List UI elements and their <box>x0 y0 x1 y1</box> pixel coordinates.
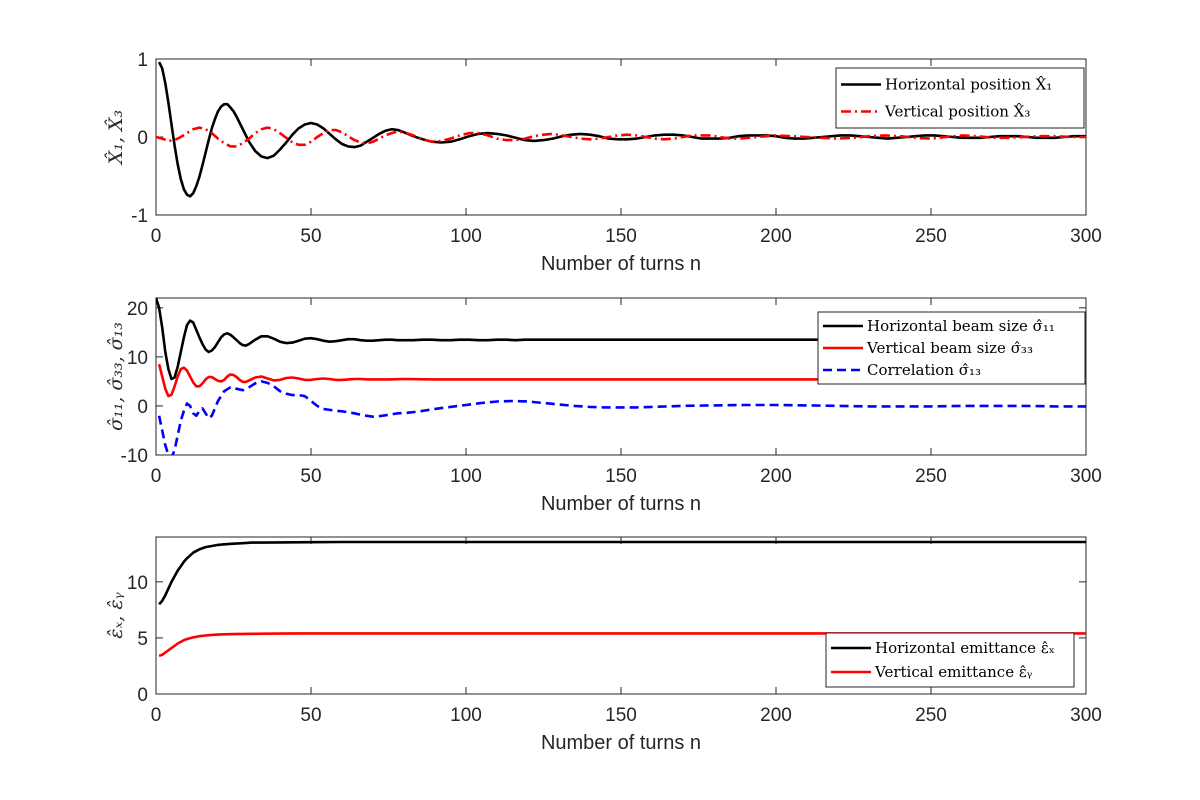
y-tick-label: 5 <box>137 629 148 650</box>
legend-entry: Horizontal beam size σ̂₁₁ <box>867 317 1055 335</box>
y-axis-label: ε̂ₓ, ε̂ᵧ <box>105 591 127 638</box>
x-tick-label: 0 <box>151 705 162 726</box>
x-axis-label: Number of turns n <box>541 732 701 754</box>
series-line-1 <box>157 61 1086 198</box>
y-axis-label: X̂₁, X̂₃ <box>105 110 127 166</box>
y-tick-label: -1 <box>131 206 148 227</box>
y-axis-label: σ̂₁₁, σ̂₃₃, σ̂₁₃ <box>105 322 127 431</box>
x-tick-label: 50 <box>300 705 321 726</box>
legend-entry: Correlation σ̂₁₃ <box>867 361 981 379</box>
legend-box <box>835 67 1085 129</box>
y-tick-label: 1 <box>137 50 148 71</box>
x-tick-label: 100 <box>450 705 482 726</box>
y-tick-label: 10 <box>127 573 148 594</box>
legend-box <box>825 632 1075 688</box>
x-tick-label: 100 <box>450 226 482 247</box>
x-tick-label: 150 <box>605 226 637 247</box>
x-axis-label: Number of turns n <box>541 253 701 275</box>
x-tick-label: 150 <box>605 466 637 487</box>
y-tick-label: 20 <box>127 299 148 320</box>
x-tick-label: 250 <box>915 705 947 726</box>
x-axis-label: Number of turns n <box>541 493 701 515</box>
y-tick-label: 10 <box>127 348 148 369</box>
y-tick-label: 0 <box>137 128 148 149</box>
series-line-2 <box>157 363 1086 398</box>
x-tick-label: 0 <box>151 466 162 487</box>
legend-entry: Vertical emittance ε̂ᵧ <box>874 663 1033 681</box>
subplot-3: 0 50 100 150 200 250 300 0 5 10 Number of turns n ε… <box>105 536 1102 754</box>
x-tick-label: 150 <box>605 705 637 726</box>
x-tick-label: 300 <box>1070 466 1102 487</box>
x-tick-label: 50 <box>300 466 321 487</box>
x-tick-label: 200 <box>760 466 792 487</box>
x-tick-label: 0 <box>151 226 162 247</box>
series-line-1 <box>156 298 1086 381</box>
x-tick-label: 50 <box>300 226 321 247</box>
series-line-3 <box>157 380 1086 455</box>
x-tick-label: 300 <box>1070 226 1102 247</box>
y-tick-label: -10 <box>121 446 148 467</box>
legend-entry: Horizontal emittance ε̂ₓ <box>875 639 1055 657</box>
y-tick-label: 0 <box>137 397 148 418</box>
series-line-2 <box>156 126 1086 148</box>
series-line-2 <box>158 632 1086 658</box>
x-tick-label: 200 <box>760 705 792 726</box>
legend: Horizontal beam size σ̂₁₁ Vertical beam s… <box>817 311 1086 385</box>
x-tick-label: 100 <box>450 466 482 487</box>
x-tick-label: 250 <box>915 226 947 247</box>
x-tick-label: 200 <box>760 226 792 247</box>
x-tick-label: 250 <box>915 466 947 487</box>
legend-entry: Vertical position X̂₃ <box>884 103 1030 121</box>
legend: Horizontal emittance ε̂ₓ Vertical emittan… <box>825 632 1075 688</box>
series-line-1 <box>158 540 1086 606</box>
x-tick-label: 300 <box>1070 705 1102 726</box>
y-tick-label: 0 <box>137 685 148 706</box>
legend-entry: Vertical beam size σ̂₃₃ <box>866 339 1033 357</box>
legend-entry: Horizontal position X̂₁ <box>885 76 1052 94</box>
legend: Horizontal position X̂₁ Vertical position… <box>835 67 1085 129</box>
